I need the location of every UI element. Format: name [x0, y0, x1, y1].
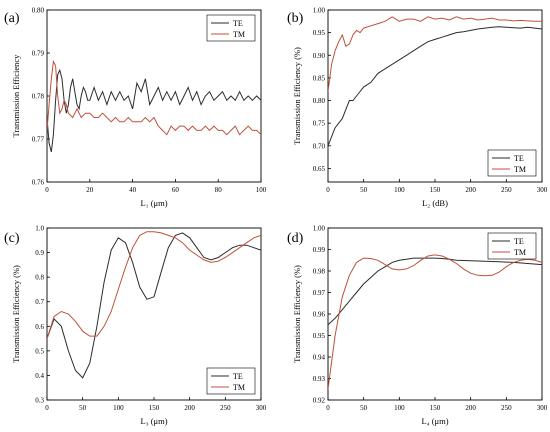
x-tick-label: 50 — [79, 404, 87, 412]
x-tick-label: 0 — [45, 186, 49, 194]
legend-label-tm: TM — [514, 248, 526, 257]
y-tick-label: 0.77 — [32, 136, 45, 144]
y-tick-label: 1.00 — [313, 7, 326, 15]
y-tick-label: 0.80 — [32, 7, 45, 15]
y-axis-label: Transmission Efficiency — [11, 54, 21, 138]
y-axis-label: Transmission Efficiency (%) — [11, 265, 21, 363]
x-tick-label: 40 — [129, 186, 137, 194]
series-line-tm — [328, 16, 542, 92]
x-tick-label: 100 — [394, 186, 405, 194]
x-tick-label: 250 — [501, 186, 512, 194]
x-tick-label: 200 — [465, 186, 476, 194]
x-tick-label: 20 — [86, 186, 94, 194]
y-tick-label: 0.76 — [32, 179, 45, 187]
series-line-te — [328, 26, 542, 146]
series-line-tm — [47, 59, 261, 136]
legend-label-te: TE — [514, 237, 524, 246]
legend-label-te: TE — [514, 154, 524, 163]
panel-label: (d) — [287, 231, 304, 246]
series-line-tm — [328, 254, 542, 390]
x-tick-label: 60 — [172, 186, 180, 194]
series-line-tm — [47, 231, 261, 339]
legend-box — [487, 232, 537, 260]
y-tick-label: 0.94 — [313, 354, 326, 362]
series-line-te — [47, 232, 261, 379]
legend: TE TM — [487, 149, 537, 177]
y-axis-label: Transmission Efficiency (%) — [292, 265, 302, 363]
y-tick-label: 0.98 — [313, 268, 326, 276]
legend-label-tm: TM — [233, 30, 245, 39]
y-tick-label: 0.79 — [32, 50, 45, 58]
x-tick-label: 250 — [501, 404, 512, 412]
x-tick-label: 150 — [149, 404, 160, 412]
y-axis-label: Transmission Efficiency (%) — [292, 47, 302, 145]
y-tick-label: 0.75 — [313, 120, 326, 128]
legend-label-tm: TM — [233, 383, 245, 392]
y-tick-label: 0.92 — [313, 397, 326, 405]
y-tick-label: 0.8 — [35, 274, 44, 282]
x-tick-label: 100 — [256, 186, 267, 194]
x-tick-label: 100 — [394, 404, 405, 412]
y-tick-label: 0.95 — [313, 29, 326, 37]
y-tick-label: 0.78 — [32, 93, 45, 101]
y-tick-label: 0.90 — [313, 52, 326, 60]
x-tick-label: 0 — [326, 404, 330, 412]
y-tick-label: 0.85 — [313, 74, 326, 82]
x-tick-label: 100 — [113, 404, 124, 412]
panel-label: (b) — [287, 11, 304, 26]
y-tick-label: 0.97 — [313, 289, 326, 297]
y-tick-label: 0.99 — [313, 246, 326, 254]
legend-label-te: TE — [233, 372, 243, 381]
legend-box — [206, 14, 256, 42]
y-tick-label: 0.80 — [313, 97, 326, 105]
y-tick-label: 0.65 — [313, 165, 326, 173]
x-tick-label: 150 — [430, 186, 441, 194]
panel-label: (c) — [4, 231, 20, 246]
y-tick-label: 0.4 — [35, 372, 44, 380]
x-tick-label: 300 — [537, 404, 548, 412]
panel-label: (a) — [4, 11, 20, 26]
y-tick-label: 0.6 — [35, 323, 44, 331]
x-tick-label: 200 — [184, 404, 195, 412]
legend-box — [206, 367, 256, 395]
x-tick-label: 50 — [360, 404, 368, 412]
legend-box — [487, 149, 537, 177]
x-axis-label: L₃ (μm) — [140, 416, 167, 426]
x-axis-label: L₂ (dB) — [422, 198, 448, 208]
x-tick-label: 0 — [326, 186, 330, 194]
x-tick-label: 200 — [465, 404, 476, 412]
legend-label-tm: TM — [514, 165, 526, 174]
panel-0: (a) 0 20 40 60 80 100 0.76 0.77 0.78 0.79 0.80 L₁ (μ… — [4, 7, 267, 209]
y-tick-label: 1.0 — [35, 225, 44, 233]
x-axis-label: L₄ (μm) — [421, 416, 448, 426]
y-tick-label: 0.93 — [313, 375, 326, 383]
x-tick-label: 50 — [360, 186, 368, 194]
x-tick-label: 250 — [220, 404, 231, 412]
panel-1: (b) 0 50 100 150 200 250 300 0.65 0.70 0.75 0.80 0.8… — [287, 7, 548, 209]
y-tick-label: 0.70 — [313, 142, 326, 150]
legend: TE TM — [487, 232, 537, 260]
x-tick-label: 300 — [537, 186, 548, 194]
y-tick-label: 0.96 — [313, 311, 326, 319]
series-line-te — [47, 68, 261, 153]
x-tick-label: 150 — [430, 404, 441, 412]
y-tick-label: 0.9 — [35, 249, 44, 257]
x-tick-label: 80 — [215, 186, 223, 194]
legend: TE TM — [206, 14, 256, 42]
x-tick-label: 300 — [256, 404, 267, 412]
legend: TE TM — [206, 367, 256, 395]
y-tick-label: 1.00 — [313, 225, 326, 233]
x-axis-label: L₁ (μm) — [140, 198, 167, 208]
panel-3: (d) 0 50 100 150 200 250 300 0.92 0.93 0.94 0.95 0.9… — [287, 225, 548, 427]
y-tick-label: 0.7 — [35, 298, 44, 306]
x-tick-label: 0 — [45, 404, 49, 412]
legend-label-te: TE — [233, 19, 243, 28]
panel-2: (c) 0 50 100 150 200 250 300 0.3 0.4 0.5 0.6 0.7 0.8 0… — [4, 225, 267, 427]
y-tick-label: 0.95 — [313, 332, 326, 340]
y-tick-label: 0.5 — [35, 347, 44, 355]
series-line-te — [328, 257, 542, 326]
y-tick-label: 0.3 — [35, 397, 44, 405]
